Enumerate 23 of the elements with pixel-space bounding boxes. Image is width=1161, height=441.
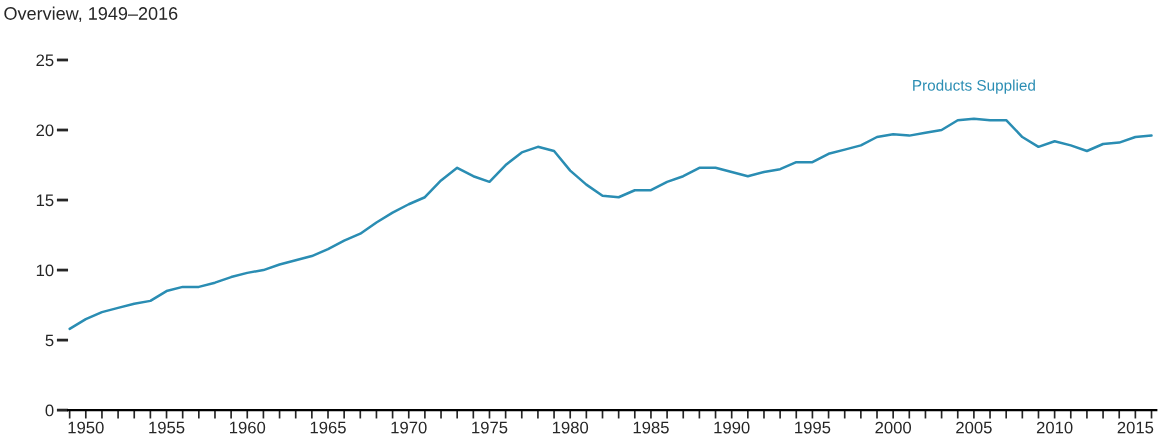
x-tick-label: 1985 (633, 421, 669, 434)
x-tick-label: 1975 (472, 421, 508, 434)
x-tick-label: 1970 (391, 421, 427, 434)
x-tick-label: 1960 (230, 421, 266, 434)
x-tick-label: 1950 (68, 421, 104, 434)
y-tick-label: 25 (36, 54, 54, 67)
text: Products Supplied (913, 79, 1035, 94)
x-tick-label: 1955 (149, 421, 185, 434)
y-tick-label: 10 (36, 264, 54, 277)
x-tick-label: 1980 (552, 421, 589, 434)
y-tick-label: 0 (45, 404, 54, 417)
x-tick-label: 2000 (875, 421, 912, 434)
y-tick-label: 5 (45, 334, 54, 347)
x-tick-label: 1995 (795, 421, 831, 434)
x-tick-label: 2005 (956, 421, 992, 434)
x-tick-label: 1990 (714, 421, 750, 434)
x-tick-label: 2010 (1036, 421, 1073, 434)
y-tick-label: 20 (36, 124, 54, 137)
chart-title: Overview, 1949–2016 (4, 6, 178, 23)
y-tick-label: 15 (36, 194, 54, 207)
line-series (68, 117, 1153, 331)
x-tick-label: 2015 (1117, 421, 1154, 434)
x-tick-label: 1965 (310, 421, 346, 434)
